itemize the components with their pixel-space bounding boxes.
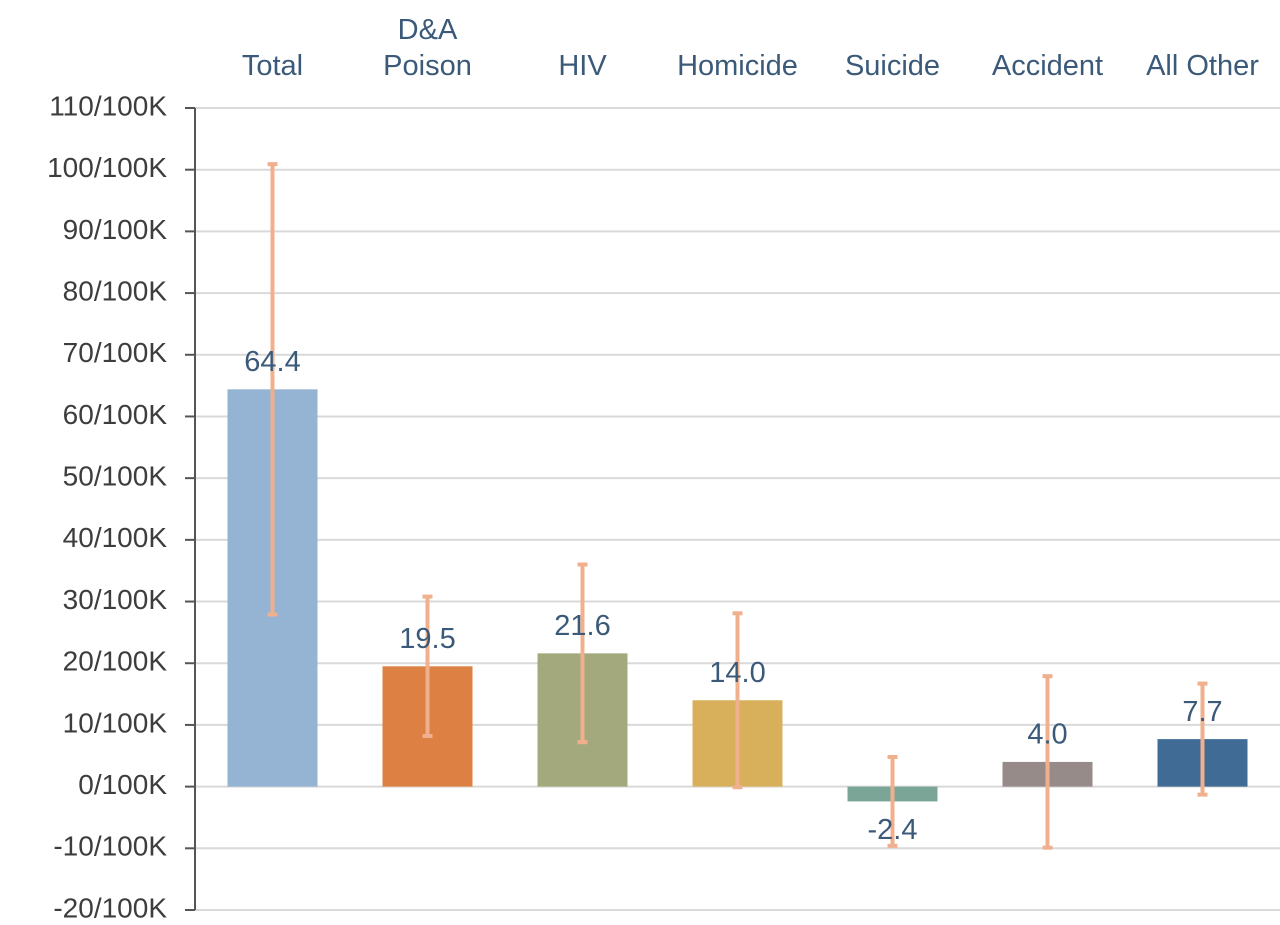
y-tick-label: 50/100K (63, 461, 168, 492)
category-label: D&A Poison (383, 14, 472, 82)
y-tick-label: 20/100K (63, 646, 168, 677)
y-tick-label: 80/100K (63, 275, 168, 306)
y-tick-label: 40/100K (63, 522, 168, 553)
category-label: Suicide (844, 50, 941, 82)
y-tick-label: 10/100K (63, 707, 168, 738)
data-label: 19.5 (399, 623, 455, 655)
y-tick-label: -10/100K (53, 831, 167, 862)
y-tick-label: 30/100K (63, 584, 168, 615)
y-tick-label: 100/100K (47, 152, 167, 183)
data-label: 4.0 (1027, 719, 1067, 751)
y-tick-label: -20/100K (53, 892, 167, 923)
data-label: 21.6 (554, 610, 610, 642)
y-tick-label: 70/100K (63, 337, 168, 368)
data-label: 14.0 (709, 657, 765, 689)
category-label: Accident (991, 50, 1104, 82)
data-label: -2.4 (868, 814, 918, 846)
y-tick-label: 0/100K (78, 769, 167, 800)
y-tick-label: 110/100K (49, 90, 167, 121)
data-label: 7.7 (1182, 696, 1222, 728)
category-label: Total (241, 50, 304, 82)
y-tick-label: 90/100K (63, 214, 168, 245)
category-label: Homicide (677, 50, 798, 82)
y-tick-label: 60/100K (63, 399, 168, 430)
data-label: 64.4 (244, 346, 300, 378)
category-label: All Other (1146, 50, 1259, 82)
category-label: HIV (558, 50, 607, 82)
